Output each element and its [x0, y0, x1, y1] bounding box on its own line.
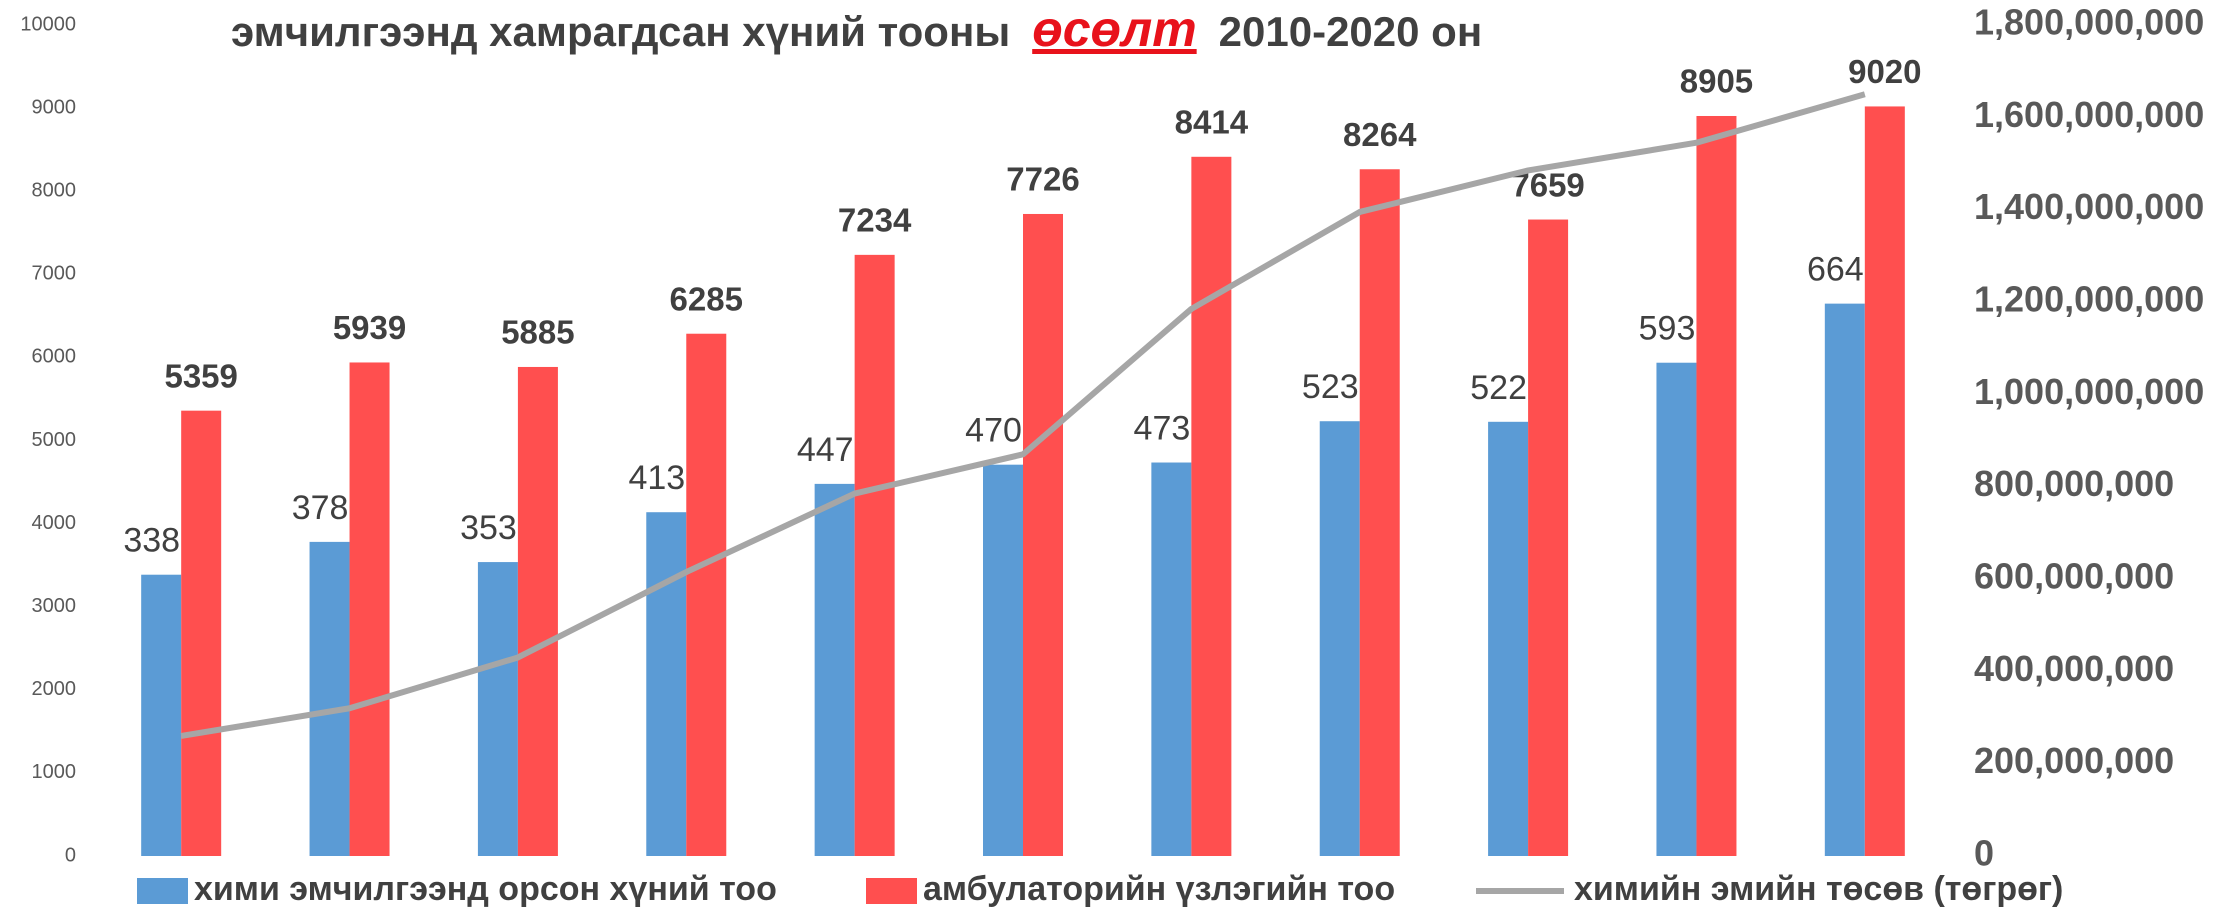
bar: [1191, 156, 1232, 856]
legend-label: хими эмчилгээнд орсон хүний тоо: [194, 870, 777, 908]
y-tick-label: 5000: [32, 429, 77, 451]
y-tick-label: 2000: [32, 678, 77, 700]
bar: [854, 254, 895, 856]
bar: [349, 362, 390, 856]
bar: [1656, 362, 1697, 856]
y-tick-label: 9000: [32, 96, 77, 118]
data-label: 9020: [1848, 53, 1921, 90]
title-part: эмчилгээнд хамрагдсан хүний тооны: [231, 8, 1011, 55]
bar: [814, 483, 855, 856]
bar: [141, 574, 182, 856]
bar: [1151, 462, 1192, 856]
data-label: 8264: [1343, 116, 1417, 153]
bar: [477, 562, 518, 856]
data-label: 5359: [164, 357, 237, 394]
bar: [646, 512, 687, 856]
y2-tick-label: 800,000,000: [1974, 463, 2174, 504]
legend-label: химийн эмийн төсөв (төгрөг): [1574, 870, 2063, 908]
data-label: 5885: [501, 314, 574, 351]
chart-title: эмчилгээнд хамрагдсан хүний тооны өсөлт 20…: [231, 0, 1482, 58]
y-tick-label: 1000: [32, 761, 77, 783]
data-label: 6285: [670, 280, 743, 317]
y2-tick-label: 1,600,000,000: [1974, 94, 2204, 135]
y2-tick-label: 1,000,000,000: [1974, 371, 2204, 412]
bar: [1023, 213, 1063, 856]
data-label: 7234: [838, 202, 912, 239]
data-label: 7726: [1006, 161, 1079, 198]
y-tick-label: 0: [65, 844, 76, 866]
y2-tick-label: 1,800,000,000: [1974, 2, 2204, 43]
data-label: 5939: [333, 309, 406, 346]
legend-label: амбулаторийн үзлэгийн тоо: [923, 870, 1395, 908]
y-tick-label: 3000: [32, 595, 77, 617]
y-tick-label: 6000: [32, 346, 77, 368]
bar: [517, 366, 558, 856]
bar: [1528, 219, 1569, 856]
bar: [1696, 115, 1737, 856]
y2-tick-label: 1,200,000,000: [1974, 279, 2204, 320]
y2-tick-label: 600,000,000: [1974, 556, 2174, 597]
bar: [1864, 106, 1905, 857]
bar: [1319, 421, 1360, 856]
title-part: 2010-2020 он: [1218, 8, 1483, 55]
bar: [309, 541, 350, 856]
y2-tick-label: 0: [1974, 833, 1994, 874]
data-label: 8905: [1680, 63, 1753, 100]
bar: [1359, 169, 1400, 856]
legend-swatch: [866, 878, 917, 904]
title-highlight: өсөлт: [1032, 1, 1197, 57]
bar: [983, 464, 1023, 856]
y2-tick-label: 400,000,000: [1974, 648, 2174, 689]
y-tick-label: 4000: [32, 512, 77, 534]
bar: [1488, 421, 1529, 856]
y2-tick-label: 1,400,000,000: [1974, 186, 2204, 227]
bar: [686, 333, 727, 856]
bar: [1824, 303, 1865, 857]
bar: [181, 410, 222, 856]
legend-swatch: [137, 878, 188, 904]
y2-tick-label: 200,000,000: [1974, 740, 2174, 781]
y-tick-label: 8000: [32, 179, 77, 201]
y-tick-label: 7000: [32, 263, 77, 285]
line: [180, 91, 1866, 739]
y-tick-label: 10000: [20, 13, 76, 35]
data-label: 8414: [1175, 104, 1249, 141]
